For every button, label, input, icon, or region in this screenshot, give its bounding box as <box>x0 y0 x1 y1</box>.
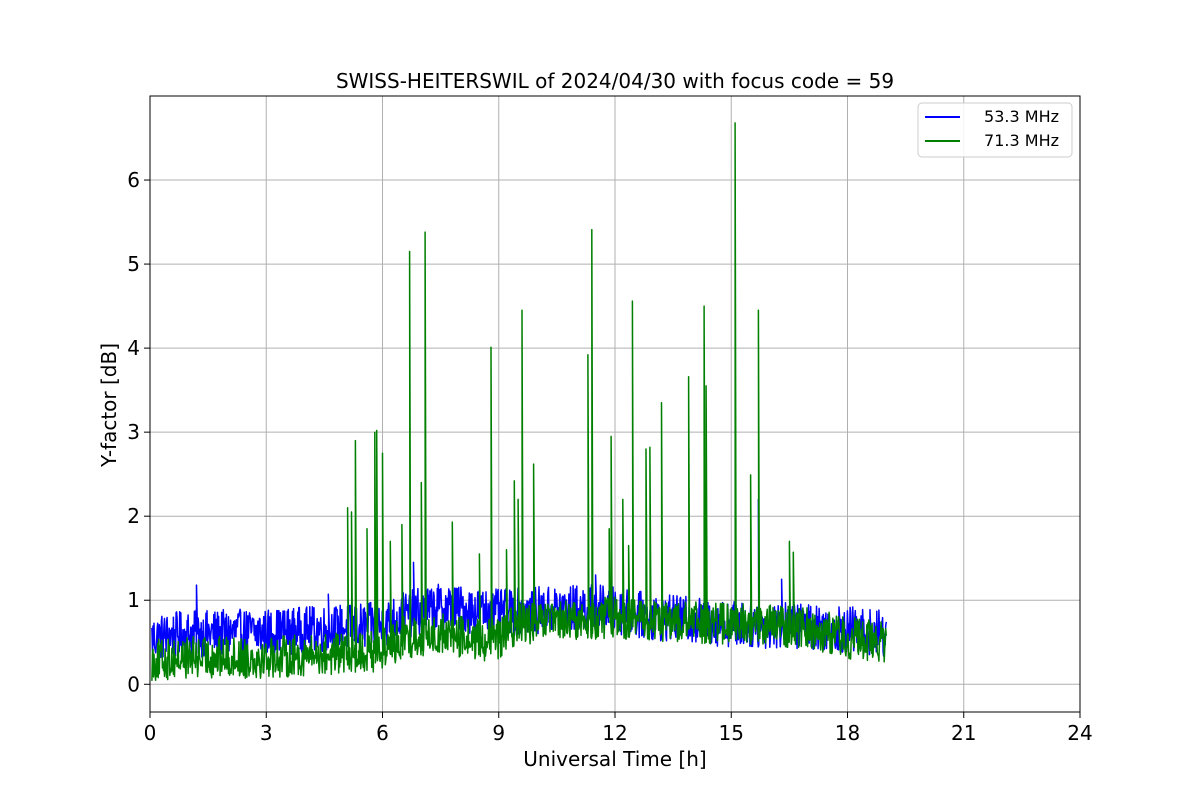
y-tick-label: 3 <box>127 420 140 444</box>
y-tick-label: 0 <box>127 672 140 696</box>
x-tick-label: 9 <box>492 721 505 745</box>
x-tick-label: 24 <box>1067 721 1092 745</box>
y-tick-label: 5 <box>127 252 140 276</box>
series-line-71-3-mhz <box>151 122 888 682</box>
legend: 53.3 MHz 71.3 MHz <box>917 102 1073 158</box>
y-tick-label: 1 <box>127 588 140 612</box>
x-tick-label: 15 <box>719 721 744 745</box>
x-tick-label: 0 <box>144 721 157 745</box>
x-axis-label: Universal Time [h] <box>523 747 706 771</box>
plot-series <box>151 122 888 682</box>
y-tick-label: 6 <box>127 168 140 192</box>
y-tick-label: 4 <box>127 336 140 360</box>
x-tick-label: 6 <box>376 721 389 745</box>
legend-label-71-3-mhz: 71.3 MHz <box>984 131 1059 150</box>
y-axis-label: Y-factor [dB] <box>97 343 121 468</box>
x-tick-label: 12 <box>602 721 627 745</box>
x-tick-label: 21 <box>951 721 976 745</box>
legend-label-53-3-mhz: 53.3 MHz <box>984 107 1059 126</box>
x-tick-label: 18 <box>835 721 860 745</box>
chart-title: SWISS-HEITERSWIL of 2024/04/30 with focu… <box>336 69 894 93</box>
x-tick-label: 3 <box>260 721 273 745</box>
y-tick-label: 2 <box>127 504 140 528</box>
